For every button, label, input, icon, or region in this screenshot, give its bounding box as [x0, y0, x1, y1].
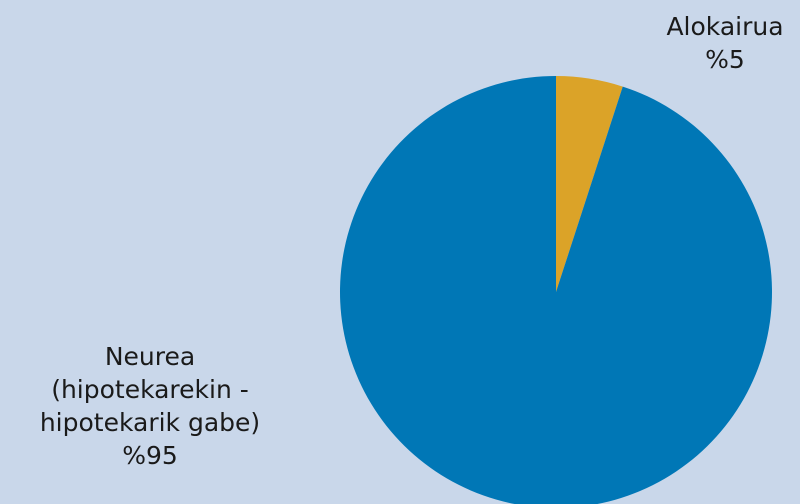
pie-slice-neurea — [340, 76, 772, 504]
slice-label-alokairua: Alokairua %5 — [650, 10, 800, 76]
pie-slice-alokairua — [556, 76, 623, 292]
slice-label-neurea: Neurea (hipotekarekin - hipotekarik gabe… — [0, 340, 300, 472]
slice-value-neurea: %95 — [122, 441, 178, 470]
slice-name-alokairua: Alokairua — [666, 12, 784, 41]
slice-value-alokairua: %5 — [705, 45, 745, 74]
slice-name-neurea: Neurea (hipotekarekin - hipotekarik gabe… — [39, 342, 261, 437]
